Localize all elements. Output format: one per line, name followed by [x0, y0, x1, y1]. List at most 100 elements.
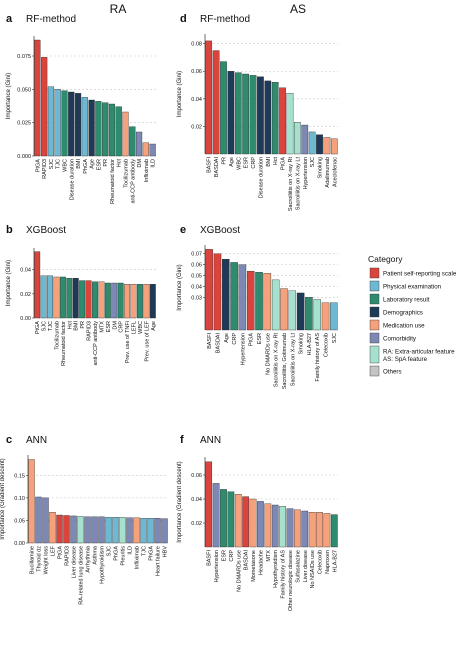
x-tick-label: Disease duration	[69, 159, 75, 200]
bar	[316, 134, 323, 155]
bar	[264, 503, 272, 548]
y-axis-label: Importance (Gradient descent)	[0, 458, 6, 539]
panel-d-plot: 0.02 0.04 0.06 0.08 Importance (Gini) BASFI BA…	[177, 34, 338, 211]
bar	[234, 72, 242, 155]
x-tick-label: Thyroid dz	[37, 546, 43, 572]
x-tick-label: Aceclofenac	[332, 157, 338, 187]
bar	[105, 517, 112, 544]
bar	[66, 277, 73, 319]
y-tick-label: 0.000	[17, 154, 31, 160]
legend-label: Comorbidity	[383, 336, 417, 343]
bar	[330, 514, 338, 548]
x-tick-label: anti-CCP antibody	[93, 321, 99, 366]
bar	[301, 510, 309, 548]
panel-letter-a: a	[6, 13, 13, 25]
bar	[95, 101, 102, 157]
x-tick-label: Naproxen	[325, 550, 331, 574]
x-tick-label: ILD	[151, 159, 157, 168]
y-tick-label: 0.02	[191, 521, 202, 527]
y-tick-label: 0.06	[191, 263, 202, 269]
x-tick-label: Adalimumab	[325, 157, 331, 188]
bar	[61, 90, 68, 157]
bar	[280, 288, 288, 331]
bar	[205, 461, 213, 548]
x-tick-label: No DMARDs use	[236, 550, 242, 592]
x-tick-label: Disease duration	[258, 157, 264, 198]
bar	[112, 517, 119, 544]
bar	[286, 93, 294, 155]
x-tick-label: Prev. use of LEF	[144, 320, 150, 361]
bar	[279, 506, 286, 548]
bar	[154, 518, 161, 544]
y-axis-label: Importance (Gini)	[177, 264, 183, 310]
bar	[330, 138, 338, 155]
x-tick-label: BASFI	[207, 157, 213, 173]
bar	[220, 489, 227, 548]
x-tick-label: Age	[151, 321, 157, 331]
bar	[102, 102, 109, 157]
x-tick-label: CRP	[229, 550, 235, 562]
panel-f-plot: 0.02 0.04 0.06 Importance (Gradient descent…	[177, 457, 338, 611]
bar	[271, 504, 279, 548]
bar	[41, 57, 48, 157]
panel-f-title: ANN	[200, 435, 221, 446]
x-tick-label: ESR	[257, 333, 263, 344]
legend-label: AS: SpA feature	[383, 356, 428, 363]
x-tick-label: Sacroiliitis on X-ray Rt	[274, 333, 280, 388]
bar	[288, 290, 297, 331]
x-tick-label: TJC	[48, 321, 54, 331]
y-tick-label: 0.06	[191, 69, 202, 75]
x-tick-label: Prev. use of TNFi	[125, 321, 131, 363]
panel-letter-d: d	[180, 13, 187, 25]
bar	[49, 512, 56, 544]
panel-a: a RF-method 0.000 0.025 0.050 0.075 Importan…	[6, 13, 157, 204]
bar	[323, 137, 331, 155]
legend-swatch	[369, 365, 380, 377]
bar	[130, 284, 137, 319]
x-tick-label: BASDAI	[244, 550, 250, 571]
y-tick-label: 0.08	[191, 42, 202, 48]
bar	[92, 281, 98, 319]
y-tick-label: 0.00	[20, 316, 31, 322]
bar	[308, 512, 316, 548]
x-tick-label: Hct	[117, 159, 123, 168]
panel-c-title: ANN	[26, 435, 47, 446]
x-tick-label: MTX	[99, 321, 105, 333]
bar	[68, 91, 75, 157]
x-tick-label: BMI	[74, 321, 80, 331]
panel-f: f ANN 0.02 0.04 0.06 Importance (Gradient d…	[177, 434, 338, 611]
bar	[249, 498, 257, 548]
bar	[77, 516, 84, 544]
bar	[85, 280, 92, 319]
bar	[246, 270, 255, 331]
x-tick-label: Hypertension	[303, 157, 309, 189]
x-tick-label: Sacroiliitis on X-ray Lt	[295, 157, 301, 211]
bar	[308, 131, 316, 155]
x-tick-label: TJC	[142, 546, 148, 556]
legend-swatch	[369, 319, 380, 331]
x-tick-label: Age	[229, 157, 235, 167]
panel-letter-b: b	[6, 224, 13, 236]
panel-b-title: XGBoost	[26, 225, 66, 236]
bar	[263, 273, 272, 331]
panel-letter-c: c	[6, 434, 12, 446]
bar	[227, 491, 235, 548]
bar	[242, 496, 249, 548]
bar	[79, 280, 86, 319]
x-tick-label: Heart failure	[156, 546, 162, 576]
legend-swatch	[369, 267, 380, 279]
bar	[305, 297, 313, 331]
x-tick-label: No DMARDs use	[265, 333, 271, 375]
x-tick-label: WBC	[63, 159, 69, 172]
bar	[255, 272, 263, 331]
x-tick-label: ESR	[244, 157, 250, 168]
x-tick-label: BASDAI	[215, 333, 221, 354]
x-tick-label: Age	[90, 159, 96, 169]
bar	[294, 509, 301, 548]
bar	[129, 126, 136, 157]
x-tick-label: PR	[221, 157, 227, 165]
x-tick-label: WBC	[236, 157, 242, 170]
x-tick-label: SJC	[107, 546, 113, 556]
y-tick-label: 0.07	[191, 252, 202, 258]
bar	[271, 279, 280, 331]
